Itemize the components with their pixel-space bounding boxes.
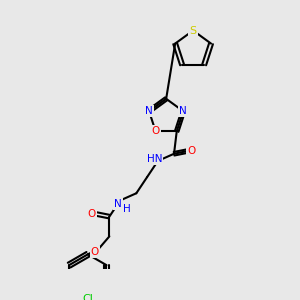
Text: N: N bbox=[179, 106, 187, 116]
Text: HN: HN bbox=[146, 154, 162, 164]
Text: N: N bbox=[115, 199, 122, 209]
Text: O: O bbox=[152, 126, 160, 136]
Text: O: O bbox=[91, 247, 99, 256]
Text: O: O bbox=[87, 209, 95, 219]
Text: H: H bbox=[124, 204, 131, 214]
Text: O: O bbox=[187, 146, 195, 156]
Text: S: S bbox=[190, 26, 197, 35]
Text: Cl: Cl bbox=[82, 294, 93, 300]
Text: N: N bbox=[145, 106, 153, 116]
